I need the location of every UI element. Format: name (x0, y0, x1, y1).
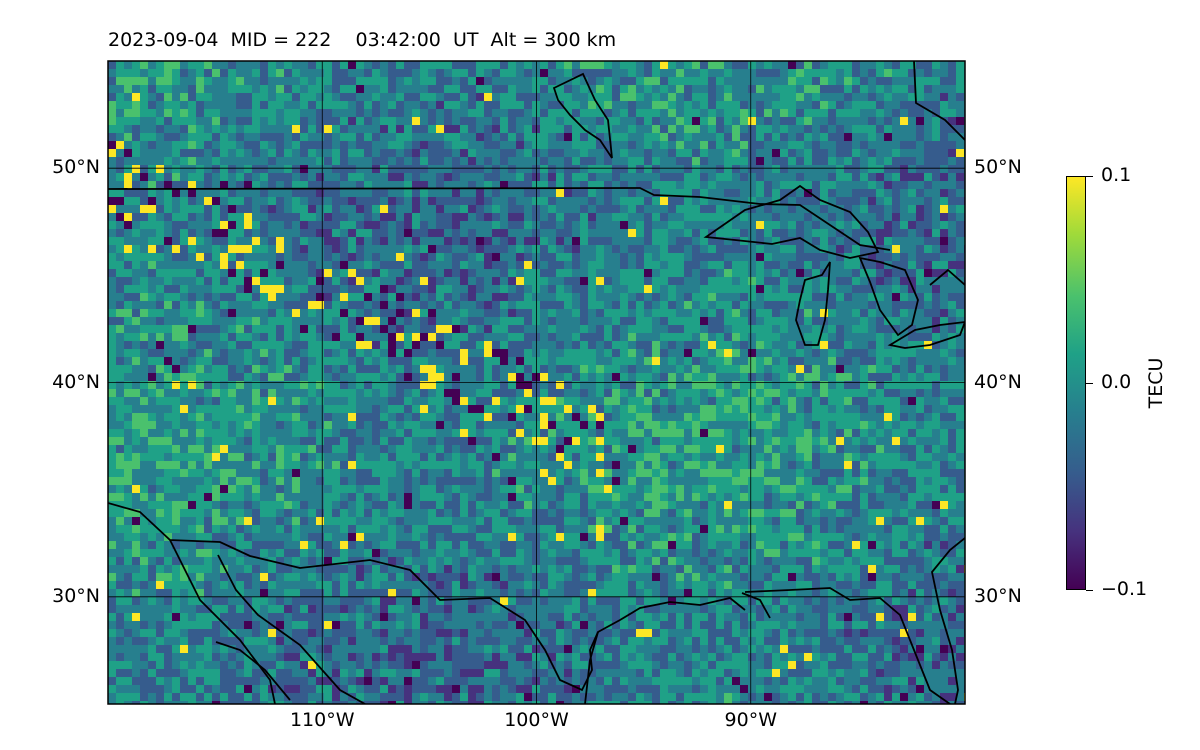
lat-tick-label: 30°N (974, 584, 1022, 607)
lat-tick-label: 40°N (974, 370, 1022, 393)
lat-tick-label: 30°N (52, 584, 100, 607)
lat-tick-label: 50°N (52, 156, 100, 179)
lat-tick-label: 50°N (974, 156, 1022, 179)
tec-pixel-grid (108, 61, 965, 704)
colorbar-tick-label: −0.1 (1101, 578, 1148, 600)
map-title: 2023-09-04 MID = 222 03:42:00 UT Alt = 3… (108, 29, 617, 51)
colorbar-tick (1086, 590, 1093, 591)
lon-tick-label: 100°W (504, 709, 569, 731)
colorbar (1066, 176, 1086, 590)
coastline-borders (108, 61, 965, 704)
lat-tick-label: 40°N (52, 370, 100, 393)
colorbar-tick (1086, 383, 1093, 384)
colorbar-label: TECU (1145, 357, 1167, 409)
lon-tick-label: 110°W (289, 709, 355, 731)
map-frame (107, 60, 966, 705)
lon-tick-label: 90°W (724, 709, 777, 731)
colorbar-tick (1086, 176, 1093, 177)
colorbar-tick-label: 0.0 (1101, 371, 1132, 393)
graticule (108, 61, 965, 704)
colorbar-tick-label: 0.1 (1101, 164, 1132, 186)
